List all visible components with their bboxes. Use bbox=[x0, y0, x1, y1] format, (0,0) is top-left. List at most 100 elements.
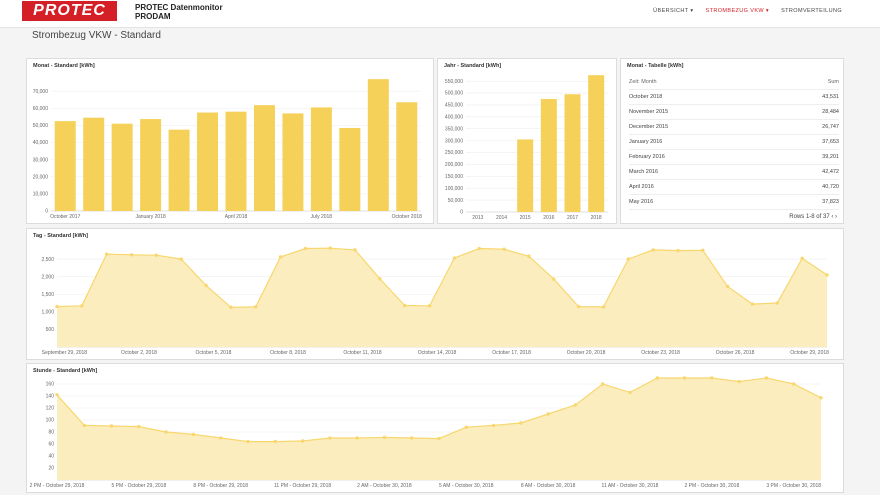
data-point bbox=[452, 256, 457, 260]
table-cell-sum: 28,484 bbox=[822, 109, 839, 115]
data-point bbox=[800, 256, 804, 261]
data-point bbox=[725, 284, 730, 289]
x-tick-label: October 23, 2018 bbox=[641, 350, 680, 356]
table-row: November 2015 28,484 bbox=[629, 105, 839, 120]
x-tick-label: October 26, 2018 bbox=[716, 350, 755, 356]
y-tick-label: 40 bbox=[48, 454, 54, 460]
data-point bbox=[792, 382, 796, 386]
x-tick-label: October 5, 2018 bbox=[196, 350, 232, 356]
panel-title-tag: Tag - Standard [kWh] bbox=[33, 233, 88, 239]
x-tick-label: 11 PM - October 29, 2018 bbox=[274, 483, 331, 489]
y-tick-label: 350,000 bbox=[445, 126, 463, 132]
x-tick-label: 5 PM - October 29, 2018 bbox=[111, 483, 166, 489]
x-tick-label: 2 PM - October 29, 2018 bbox=[30, 483, 85, 489]
app-title: PROTEC Datenmonitor PRODAM bbox=[135, 3, 223, 21]
data-point bbox=[737, 379, 741, 384]
data-point bbox=[82, 423, 86, 428]
x-tick-label: October 2017 bbox=[50, 214, 81, 220]
data-point bbox=[576, 304, 581, 309]
y-tick-label: 140 bbox=[46, 394, 55, 400]
y-tick-label: 2,000 bbox=[41, 274, 54, 280]
table-cell-sum: 40,720 bbox=[822, 184, 839, 190]
data-point bbox=[109, 424, 114, 428]
data-point bbox=[55, 304, 59, 309]
table-cell-month: May 2016 bbox=[629, 199, 654, 205]
x-tick-label: October 29, 2018 bbox=[790, 350, 829, 356]
table-cell-sum: 26,747 bbox=[822, 124, 839, 130]
data-point bbox=[519, 421, 523, 425]
table-cell-sum: 42,472 bbox=[822, 169, 839, 175]
data-point bbox=[328, 436, 332, 440]
data-point bbox=[552, 277, 556, 281]
data-point bbox=[676, 248, 680, 253]
y-tick-label: 2,500 bbox=[41, 257, 54, 263]
app-title-line1: PROTEC Datenmonitor bbox=[135, 3, 223, 12]
x-tick-label: 2 AM - October 30, 2018 bbox=[357, 483, 412, 489]
panel-monat-tabelle: Monat - Tabelle [kWh] Zeit: Month Sum Oc… bbox=[620, 58, 844, 224]
y-tick-label: 60,000 bbox=[33, 106, 49, 112]
y-tick-label: 250,000 bbox=[445, 150, 463, 156]
data-point bbox=[682, 376, 687, 380]
y-tick-label: 500 bbox=[46, 327, 55, 333]
table-cell-sum: 37,823 bbox=[822, 199, 839, 205]
column-header-sum[interactable]: Sum bbox=[827, 79, 839, 85]
data-table: Zeit: Month Sum October 2018 43,531 Novem… bbox=[629, 75, 839, 210]
y-tick-label: 40,000 bbox=[33, 140, 49, 146]
bar bbox=[367, 79, 389, 211]
data-point bbox=[303, 246, 308, 251]
data-point bbox=[278, 255, 283, 259]
y-tick-label: 100,000 bbox=[445, 186, 463, 192]
chart-stunde: 20 40 60 80 100 120 140 160 2 PM - October 29, 2… bbox=[30, 376, 823, 489]
x-tick-label: 2014 bbox=[496, 215, 507, 221]
x-tick-label: 2015 bbox=[520, 215, 531, 221]
table-row: December 2015 26,747 bbox=[629, 120, 839, 135]
x-tick-label: 2016 bbox=[543, 215, 554, 221]
pager-prev-button[interactable]: ‹ bbox=[831, 214, 834, 220]
pager-next-button[interactable]: › bbox=[835, 214, 837, 220]
bar bbox=[197, 112, 219, 211]
data-point bbox=[491, 423, 496, 428]
y-tick-label: 200,000 bbox=[445, 162, 463, 168]
y-tick-label: 300,000 bbox=[445, 138, 463, 144]
column-header-month[interactable]: Zeit: Month bbox=[629, 79, 657, 85]
logo-text: PROTEC bbox=[33, 2, 106, 19]
y-tick-label: 60 bbox=[48, 442, 54, 448]
data-point bbox=[403, 303, 407, 308]
data-point bbox=[353, 248, 357, 252]
table-header: Zeit: Month Sum bbox=[629, 75, 839, 90]
x-tick-label: July 2018 bbox=[311, 214, 333, 220]
x-tick-label: 2017 bbox=[567, 215, 578, 221]
data-point bbox=[464, 425, 468, 429]
y-tick-label: 400,000 bbox=[445, 115, 463, 121]
bar bbox=[282, 113, 304, 211]
nav-uebersicht[interactable]: ÜBERSICHT ▾ bbox=[653, 8, 694, 14]
x-tick-label: October 8, 2018 bbox=[270, 350, 306, 356]
data-point bbox=[628, 390, 632, 395]
data-point bbox=[437, 436, 441, 441]
nav-stromverteilung[interactable]: STROMVERTEILUNG bbox=[781, 8, 842, 14]
x-tick-label: January 2018 bbox=[135, 214, 166, 220]
chart-monat: 0 10,000 20,000 30,000 40,000 50,000 60,000 70,… bbox=[33, 79, 422, 220]
x-tick-label: 8 PM - October 29, 2018 bbox=[193, 483, 248, 489]
chart-jahr: 0 50,000 100,000 150,000 200,000 250,000 300,0… bbox=[445, 75, 608, 221]
table-cell-month: November 2015 bbox=[629, 109, 669, 115]
nav-strombezug-vkw[interactable]: STROMBEZUG VKW ▾ bbox=[705, 8, 770, 14]
y-tick-label: 150,000 bbox=[445, 174, 463, 180]
data-point bbox=[477, 246, 481, 251]
table-cell-sum: 39,201 bbox=[822, 154, 839, 160]
y-tick-label: 450,000 bbox=[445, 103, 463, 109]
y-tick-label: 550,000 bbox=[445, 79, 463, 85]
table-cell-month: March 2016 bbox=[629, 169, 659, 175]
x-tick-label: October 11, 2018 bbox=[343, 350, 381, 356]
protec-logo[interactable]: PROTEC bbox=[22, 1, 117, 21]
panel-stunde: Stunde - Standard [kWh] 20 40 60 80 100 120 14… bbox=[26, 363, 844, 493]
data-point bbox=[154, 253, 159, 257]
table-row: January 2016 37,653 bbox=[629, 135, 839, 150]
panel-title-stunde: Stunde - Standard [kWh] bbox=[33, 368, 98, 374]
table-row: February 2016 39,201 bbox=[629, 150, 839, 165]
data-point bbox=[502, 247, 506, 251]
y-tick-label: 0 bbox=[460, 210, 463, 216]
data-point bbox=[573, 403, 578, 407]
panel-jahr: Jahr - Standard [kWh] 0 50,000 100,000 150,… bbox=[437, 58, 617, 224]
data-point bbox=[164, 430, 168, 434]
